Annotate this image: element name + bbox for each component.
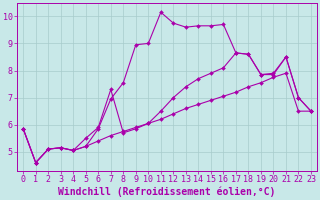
X-axis label: Windchill (Refroidissement éolien,°C): Windchill (Refroidissement éolien,°C) bbox=[58, 187, 276, 197]
